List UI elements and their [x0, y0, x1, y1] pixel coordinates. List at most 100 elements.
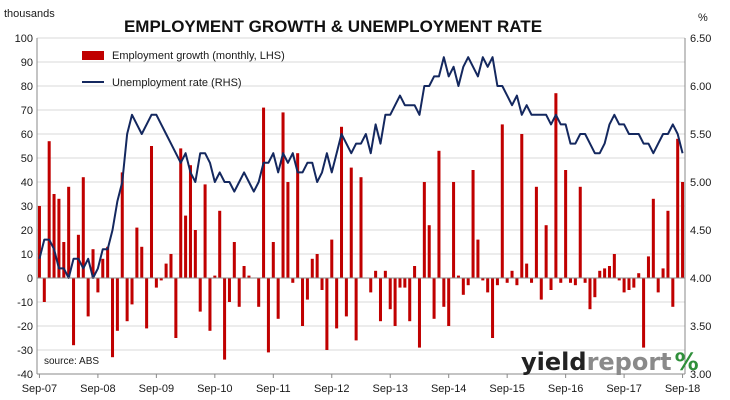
y-right-tick-label: 3.00	[690, 369, 711, 381]
employment-bar	[666, 210, 670, 278]
y-right-tick-label: 4.00	[690, 273, 711, 285]
yieldreport-logo: yieldreport%	[521, 348, 699, 376]
employment-bar	[42, 278, 46, 302]
employment-bar	[622, 278, 626, 293]
employment-bar	[96, 278, 100, 293]
employment-bar	[525, 263, 529, 278]
chart-title: EMPLOYMENT GROWTH & UNEMPLOYMENT RATE	[124, 17, 542, 36]
employment-bar	[247, 275, 251, 278]
employment-bar	[437, 150, 441, 278]
employment-bar	[603, 268, 607, 278]
employment-bar	[271, 242, 275, 278]
employment-bar	[130, 278, 134, 305]
x-tick-label: Sep-17	[606, 383, 641, 395]
employment-bar	[232, 242, 236, 278]
employment-bar	[154, 278, 158, 288]
employment-bar	[661, 268, 665, 278]
x-tick-label: Sep-07	[22, 383, 57, 395]
employment-bar	[296, 153, 300, 278]
employment-bar	[398, 278, 402, 288]
employment-bar	[388, 278, 392, 310]
x-axis-labels: Sep-07 Sep-08 Sep-09 Sep-10 Sep-11 Sep-12 Sep-…	[22, 374, 700, 395]
y-axis-right-labels: 6.50 6.00 5.50 5.00 4.50 4.00 3.50 3.00	[690, 33, 711, 381]
employment-bar	[213, 275, 217, 278]
y-right-tick-label: 6.50	[690, 33, 711, 45]
employment-bar	[422, 182, 426, 278]
employment-bar	[198, 278, 202, 312]
employment-bar	[291, 278, 295, 283]
employment-bar	[452, 182, 456, 278]
employment-bar	[481, 278, 485, 281]
employment-bar	[286, 182, 290, 278]
employment-bar	[174, 278, 178, 338]
unemployment-line	[38, 56, 684, 279]
employment-bar	[413, 266, 417, 278]
y-left-tick-label: 50	[21, 153, 33, 165]
employment-bar	[461, 278, 465, 295]
employment-bar	[120, 172, 124, 278]
employment-bar	[330, 239, 334, 278]
employment-bar	[223, 278, 227, 360]
employment-bar	[627, 278, 631, 290]
bar-series	[37, 93, 685, 360]
employment-bar	[573, 278, 577, 286]
y-right-tick-label: 5.50	[690, 129, 711, 141]
y-axis-right-unit: %	[698, 12, 708, 24]
employment-bar	[72, 278, 76, 346]
employment-bar	[500, 124, 504, 279]
employment-bar	[135, 227, 139, 278]
employment-bar	[568, 278, 573, 283]
employment-bar	[466, 278, 470, 286]
employment-bar	[505, 278, 509, 283]
employment-bar	[208, 278, 212, 331]
employment-bar	[369, 278, 373, 293]
y-left-tick-label: -40	[17, 369, 33, 381]
employment-bar	[495, 278, 499, 286]
employment-bar	[203, 184, 207, 278]
legend: Employment growth (monthly, LHS) Unemplo…	[82, 50, 285, 89]
x-tick-label: Sep-10	[197, 383, 232, 395]
employment-bar	[539, 278, 543, 300]
employment-bar	[52, 194, 56, 278]
y-left-tick-label: 0	[27, 273, 33, 285]
y-left-tick-label: 70	[21, 105, 33, 117]
y-left-tick-label: 90	[21, 57, 33, 69]
employment-bar	[456, 275, 460, 278]
y-right-tick-label: 6.00	[690, 81, 711, 93]
employment-bar	[656, 278, 660, 293]
employment-bar	[476, 239, 480, 278]
employment-bar	[169, 254, 173, 278]
employment-bar	[262, 107, 266, 278]
employment-bar	[642, 278, 646, 348]
employment-bar	[125, 278, 129, 322]
employment-bar	[549, 278, 553, 290]
employment-bar	[598, 270, 602, 278]
employment-bar	[651, 198, 655, 278]
y-left-tick-label: -20	[17, 321, 33, 333]
employment-bar	[637, 273, 641, 278]
employment-bar	[383, 270, 387, 278]
employment-bar	[106, 246, 110, 278]
x-tick-label: Sep-11	[256, 383, 291, 395]
employment-bar	[344, 278, 348, 317]
employment-bar	[671, 278, 675, 307]
line-series	[38, 56, 684, 279]
legend-label-unemployment: Unemployment rate (RHS)	[112, 77, 242, 89]
y-left-tick-label: 40	[21, 177, 33, 189]
y-left-tick-label: 30	[21, 201, 33, 213]
employment-bar	[281, 112, 285, 279]
employment-bar	[37, 206, 41, 278]
x-tick-label: Sep-14	[431, 383, 466, 395]
employment-bar	[76, 234, 80, 278]
y-right-tick-label: 4.50	[690, 225, 711, 237]
employment-bar	[354, 278, 358, 341]
employment-bar	[237, 278, 241, 307]
employment-bar	[266, 278, 270, 353]
x-tick-label: Sep-08	[80, 383, 115, 395]
employment-bar	[145, 278, 149, 329]
employment-bar	[67, 186, 71, 278]
employment-bar	[276, 278, 280, 319]
